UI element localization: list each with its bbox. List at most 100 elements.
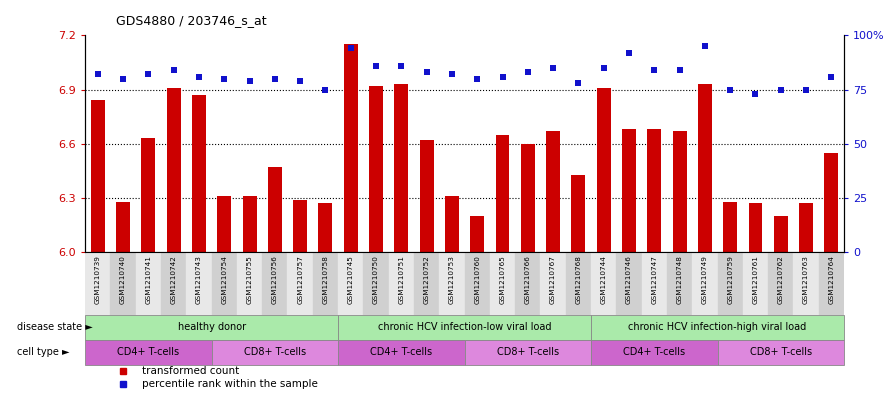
Bar — [293, 200, 307, 252]
Bar — [186, 252, 211, 315]
Text: GSM1210755: GSM1210755 — [246, 255, 253, 304]
Bar — [794, 252, 819, 315]
Text: GSM1210764: GSM1210764 — [829, 255, 834, 304]
Bar — [521, 144, 535, 252]
Bar — [616, 252, 642, 315]
Bar — [288, 252, 313, 315]
Text: GSM1210739: GSM1210739 — [95, 255, 100, 304]
Text: CD4+ T-cells: CD4+ T-cells — [117, 347, 179, 358]
Bar — [338, 340, 464, 365]
Bar — [591, 252, 616, 315]
Text: GSM1210757: GSM1210757 — [297, 255, 303, 304]
Bar — [470, 216, 484, 252]
Text: transformed count: transformed count — [142, 366, 239, 376]
Bar — [167, 88, 181, 252]
Bar — [547, 131, 560, 252]
Bar — [774, 216, 788, 252]
Text: chronic HCV infection-low viral load: chronic HCV infection-low viral load — [378, 322, 551, 332]
Bar — [718, 340, 844, 365]
Bar — [565, 252, 591, 315]
Bar — [647, 129, 661, 252]
Bar — [338, 252, 364, 315]
Bar — [515, 252, 540, 315]
Text: GSM1210758: GSM1210758 — [323, 255, 329, 304]
Bar — [414, 252, 439, 315]
Bar — [464, 340, 591, 365]
Bar — [718, 252, 743, 315]
Bar — [723, 202, 737, 252]
Text: GSM1210741: GSM1210741 — [145, 255, 151, 304]
Text: chronic HCV infection-high viral load: chronic HCV infection-high viral load — [628, 322, 806, 332]
Text: GSM1210748: GSM1210748 — [676, 255, 683, 304]
Bar — [85, 340, 211, 365]
Bar — [237, 252, 263, 315]
Text: GSM1210745: GSM1210745 — [348, 255, 354, 304]
Bar — [364, 252, 389, 315]
Text: GSM1210761: GSM1210761 — [753, 255, 759, 304]
Bar — [268, 167, 282, 252]
Bar — [389, 252, 414, 315]
Bar — [445, 196, 459, 252]
Bar — [540, 252, 565, 315]
Bar — [338, 315, 591, 340]
Bar — [419, 140, 434, 252]
Bar — [622, 129, 636, 252]
Text: CD8+ T-cells: CD8+ T-cells — [750, 347, 812, 358]
Text: GSM1210763: GSM1210763 — [803, 255, 809, 304]
Bar — [597, 88, 611, 252]
Bar — [85, 315, 338, 340]
Bar — [313, 252, 338, 315]
Bar — [743, 252, 768, 315]
Bar — [318, 204, 332, 252]
Bar — [211, 252, 237, 315]
Bar — [819, 252, 844, 315]
Bar — [394, 84, 409, 252]
Bar — [142, 138, 155, 252]
Text: percentile rank within the sample: percentile rank within the sample — [142, 379, 318, 389]
Text: GSM1210759: GSM1210759 — [728, 255, 733, 304]
Bar — [799, 204, 813, 252]
Text: GSM1210765: GSM1210765 — [500, 255, 505, 304]
Bar — [192, 95, 206, 252]
Bar — [161, 252, 186, 315]
Bar — [495, 135, 510, 252]
Bar — [591, 315, 844, 340]
Text: CD4+ T-cells: CD4+ T-cells — [624, 347, 685, 358]
Bar — [572, 174, 585, 252]
Bar — [263, 252, 288, 315]
Bar — [116, 202, 130, 252]
Bar — [135, 252, 161, 315]
Text: GSM1210740: GSM1210740 — [120, 255, 126, 304]
Text: GSM1210762: GSM1210762 — [778, 255, 784, 304]
Text: GSM1210751: GSM1210751 — [399, 255, 404, 304]
Bar — [768, 252, 794, 315]
Text: GSM1210750: GSM1210750 — [373, 255, 379, 304]
Bar — [344, 44, 358, 252]
Text: GSM1210744: GSM1210744 — [600, 255, 607, 304]
Bar — [642, 252, 667, 315]
Text: GSM1210768: GSM1210768 — [575, 255, 582, 304]
Bar — [698, 84, 711, 252]
Text: GSM1210766: GSM1210766 — [525, 255, 530, 304]
Text: cell type ►: cell type ► — [17, 347, 69, 358]
Bar — [85, 252, 110, 315]
Text: GSM1210754: GSM1210754 — [221, 255, 228, 304]
Bar — [218, 196, 231, 252]
Bar — [591, 340, 718, 365]
Bar — [693, 252, 718, 315]
Bar — [490, 252, 515, 315]
Bar — [243, 196, 256, 252]
Text: GSM1210767: GSM1210767 — [550, 255, 556, 304]
Bar — [211, 340, 338, 365]
Bar — [110, 252, 135, 315]
Text: GDS4880 / 203746_s_at: GDS4880 / 203746_s_at — [116, 15, 267, 28]
Text: GSM1210756: GSM1210756 — [271, 255, 278, 304]
Text: CD8+ T-cells: CD8+ T-cells — [244, 347, 306, 358]
Bar — [667, 252, 693, 315]
Bar — [439, 252, 464, 315]
Text: GSM1210743: GSM1210743 — [196, 255, 202, 304]
Bar — [673, 131, 686, 252]
Text: CD4+ T-cells: CD4+ T-cells — [370, 347, 433, 358]
Bar — [90, 101, 105, 252]
Bar — [824, 153, 839, 252]
